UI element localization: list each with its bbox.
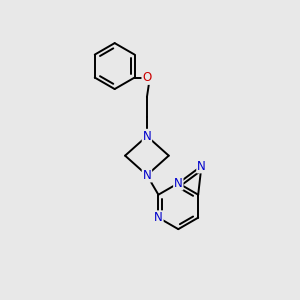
Text: N: N: [142, 130, 151, 142]
Text: N: N: [154, 211, 163, 224]
Text: O: O: [142, 71, 152, 84]
Text: N: N: [142, 169, 151, 182]
Text: N: N: [197, 160, 206, 172]
Text: N: N: [174, 177, 183, 190]
